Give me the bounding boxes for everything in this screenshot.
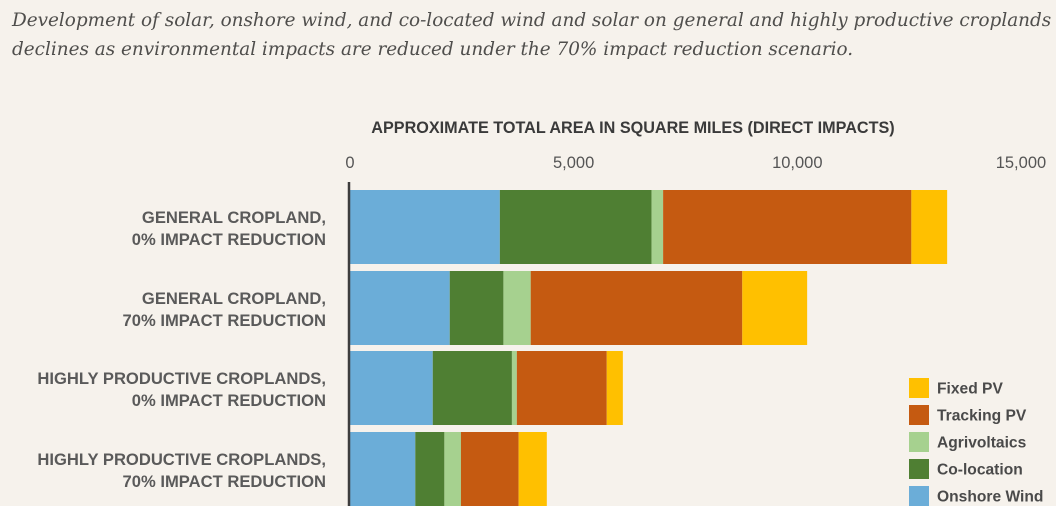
bar-co-location-3 bbox=[432, 351, 512, 425]
category-label-3: HIGHLY PRODUCTIVE CROPLANDS, 0% IMPACT RE… bbox=[37, 369, 326, 410]
category-labels: GENERAL CROPLAND,0% IMPACT REDUCTIONGENE… bbox=[37, 208, 326, 491]
legend-swatch bbox=[909, 405, 929, 425]
bar-fixed-pv-2 bbox=[742, 271, 808, 345]
category-label-line: 0% IMPACT REDUCTION bbox=[132, 230, 326, 249]
bar-fixed-pv-3 bbox=[606, 351, 623, 425]
category-label-4: HIGHLY PRODUCTIVE CROPLANDS, 70% IMPACT R… bbox=[37, 450, 326, 491]
legend-item-co-location: Co-location bbox=[909, 459, 1023, 479]
legend-item-tracking-pv: Tracking PV bbox=[909, 405, 1027, 425]
bar-tracking-pv-2 bbox=[530, 271, 743, 345]
legend-item-fixed-pv: Fixed PV bbox=[909, 378, 1003, 398]
category-label-line: GENERAL CROPLAND, bbox=[142, 289, 326, 308]
legend-swatch bbox=[909, 432, 929, 452]
bar-tracking-pv-4 bbox=[460, 432, 519, 506]
legend: Fixed PV Tracking PV Agrivoltaics Co-locati… bbox=[909, 378, 1043, 506]
legend-label: Agrivoltaics bbox=[937, 435, 1027, 452]
bar-onshore-wind-2 bbox=[350, 271, 450, 345]
bar-co-location-4 bbox=[415, 432, 445, 506]
bar-agrivoltaics-2 bbox=[503, 271, 531, 345]
category-label-line: GENERAL CROPLAND, bbox=[142, 208, 326, 227]
x-tick-label: 5,000 bbox=[553, 154, 594, 172]
bar-fixed-pv-4 bbox=[518, 432, 547, 506]
x-tick-label: 15,000 bbox=[996, 154, 1046, 172]
legend-swatch bbox=[909, 378, 929, 398]
legend-label: Co-location bbox=[937, 462, 1023, 479]
category-label-1: GENERAL CROPLAND, 0% IMPACT REDUCTION bbox=[132, 208, 326, 249]
figure-caption: Development of solar, onshore wind, and … bbox=[12, 10, 1052, 60]
category-label-line: HIGHLY PRODUCTIVE CROPLANDS, bbox=[37, 369, 326, 388]
category-label-line: 70% IMPACT REDUCTION bbox=[123, 472, 326, 491]
category-label-line: 70% IMPACT REDUCTION bbox=[123, 311, 326, 330]
legend-label: Onshore Wind bbox=[937, 489, 1043, 506]
chart-title: APPROXIMATE TOTAL AREA IN SQUARE MILES (… bbox=[371, 119, 894, 137]
legend-item-agrivoltaics: Agrivoltaics bbox=[909, 432, 1027, 452]
bar-onshore-wind-1 bbox=[350, 190, 500, 264]
bar-agrivoltaics-1 bbox=[651, 190, 664, 264]
legend-swatch bbox=[909, 486, 929, 506]
legend-label: Fixed PV bbox=[937, 381, 1003, 398]
bar-tracking-pv-1 bbox=[663, 190, 912, 264]
bar-co-location-2 bbox=[449, 271, 504, 345]
bar-onshore-wind-3 bbox=[350, 351, 433, 425]
bar-onshore-wind-4 bbox=[350, 432, 416, 506]
bar-co-location-1 bbox=[499, 190, 652, 264]
bars-group bbox=[350, 190, 948, 506]
category-label-line: 0% IMPACT REDUCTION bbox=[132, 391, 326, 410]
x-tick-label: 0 bbox=[345, 154, 354, 172]
legend-label: Tracking PV bbox=[937, 408, 1027, 425]
x-axis-ticks: 0 5,000 10,000 15,000 bbox=[345, 154, 1046, 172]
legend-swatch bbox=[909, 459, 929, 479]
x-tick-label: 10,000 bbox=[772, 154, 822, 172]
legend-item-onshore-wind: Onshore Wind bbox=[909, 486, 1043, 506]
bar-agrivoltaics-3 bbox=[511, 351, 517, 425]
category-label-line: HIGHLY PRODUCTIVE CROPLANDS, bbox=[37, 450, 326, 469]
bar-tracking-pv-3 bbox=[516, 351, 607, 425]
bar-agrivoltaics-4 bbox=[444, 432, 461, 506]
category-label-2: GENERAL CROPLAND, 70% IMPACT REDUCTION bbox=[123, 289, 326, 330]
bar-fixed-pv-1 bbox=[911, 190, 948, 264]
